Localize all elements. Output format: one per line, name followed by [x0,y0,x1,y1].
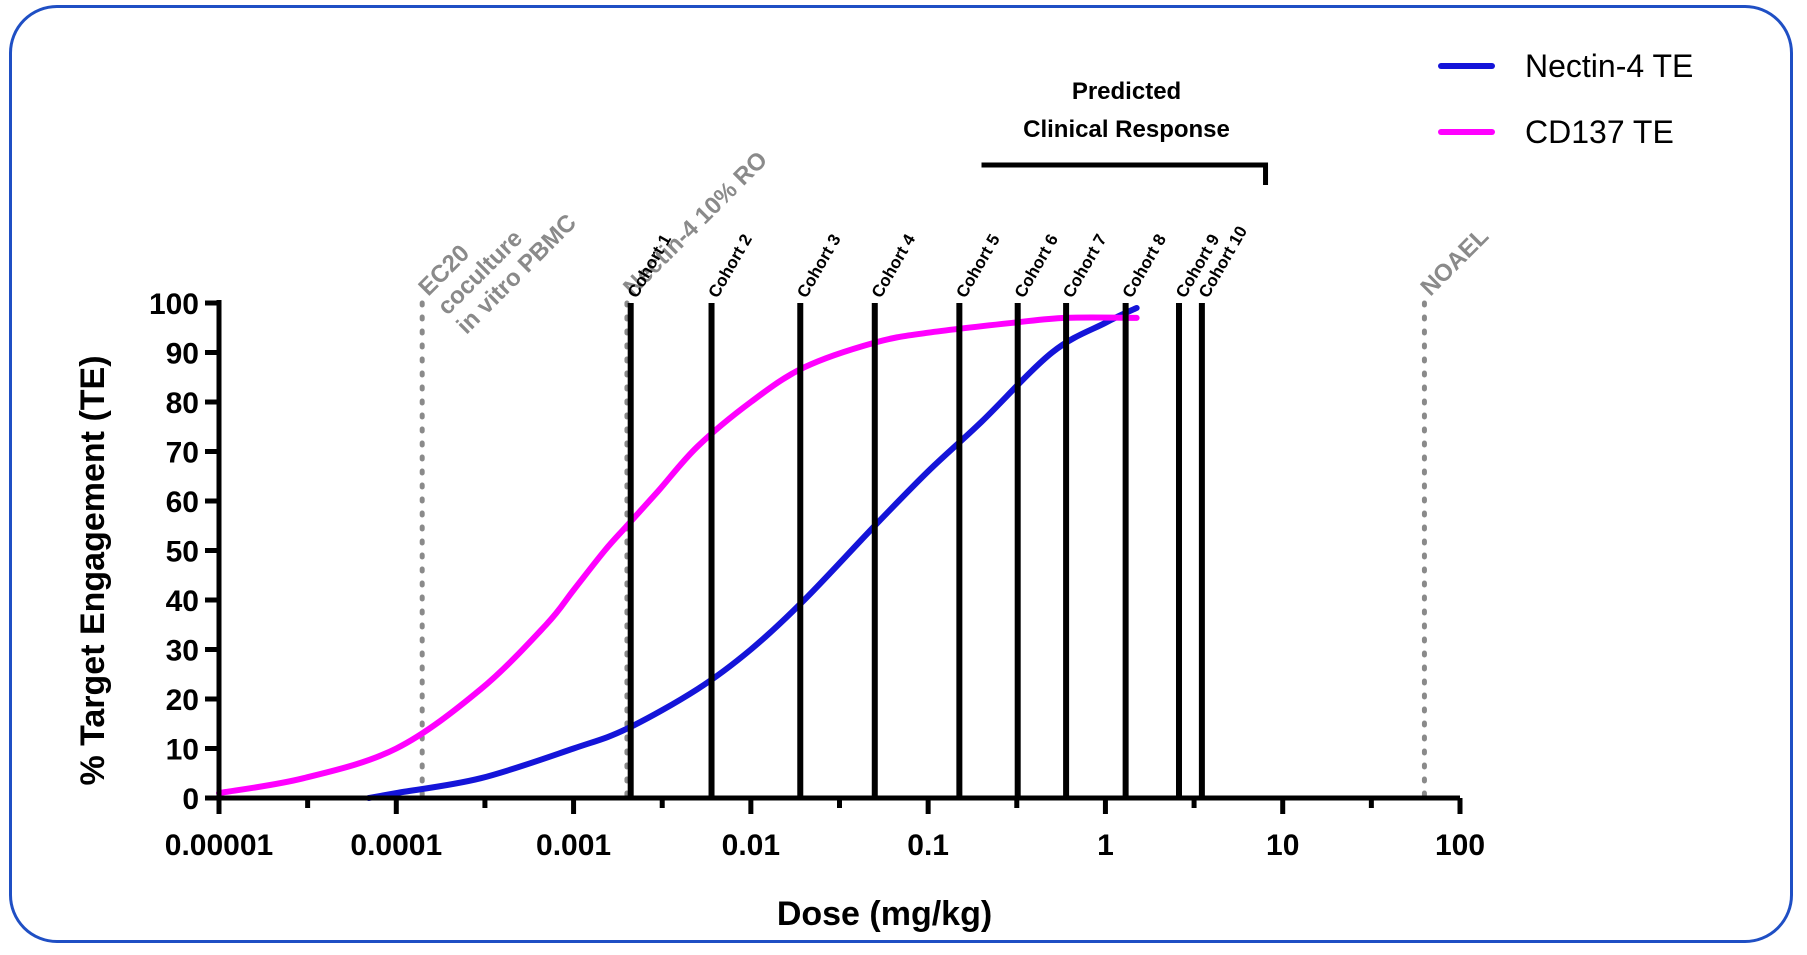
cohort-label: Cohort 6 [1011,231,1062,301]
cohort-label: Cohort 2 [705,231,756,301]
reference-line-label: NOAEL [1416,223,1494,301]
cohort-label: Cohort 8 [1119,231,1170,301]
cohort-label: Cohort 5 [952,231,1003,301]
bracket-line [981,162,1269,185]
y-tick-label: 80 [166,387,199,420]
cohort-label: Cohort 3 [793,231,844,301]
bracket-label: Clinical Response [1023,116,1230,143]
curves-layer [216,304,1140,801]
cohort-lines-layer: Cohort 1 Cohort 2 Cohort 3 Cohort 4 Cohort 5… [624,223,1251,798]
x-tick-label: 0.01 [722,829,780,862]
y-axis-title: % Target Engagement (TE) [74,355,112,785]
y-tick-label: 20 [166,684,199,717]
y-tick-label: 10 [166,734,199,767]
x-tick-label: 1 [1097,829,1114,862]
legend-label: CD137 TE [1525,114,1674,150]
y-tick-label: 70 [166,437,199,470]
y-tick-label: 90 [166,338,199,371]
x-tick-label: 100 [1435,829,1485,862]
x-axis-title: Dose (mg/kg) [777,895,992,933]
y-tick-label: 0 [182,783,199,816]
legend: Nectin-4 TE CD137 TE [1438,48,1693,150]
figure-frame [9,5,1793,943]
legend-label: Nectin-4 TE [1525,48,1693,84]
x-tick-label: 0.001 [536,829,611,862]
bracket-label: Predicted [1072,78,1181,105]
y-tick-label: 60 [166,486,199,519]
series-line-cd137-te [216,314,1140,797]
cohort-label: Cohort 7 [1059,231,1110,301]
y-tick-label: 30 [166,635,199,668]
x-tick-label: 10 [1266,829,1299,862]
x-tick-label: 0.00001 [165,829,273,862]
series-line-nectin-4-te [365,304,1140,801]
y-tick-label: 50 [166,536,199,569]
y-tick-label: 40 [166,585,199,618]
y-tick-label: 100 [149,288,199,321]
x-tick-label: 0.0001 [350,829,442,862]
cohort-label: Cohort 4 [868,231,920,301]
axes-layer: 0 10 20 30 40 50 60 70 80 90 100 0.00001 0.0001 0.001… [149,288,1485,862]
x-tick-label: 0.1 [907,829,949,862]
clinical-response-bracket: Predicted Clinical Response [981,78,1269,185]
